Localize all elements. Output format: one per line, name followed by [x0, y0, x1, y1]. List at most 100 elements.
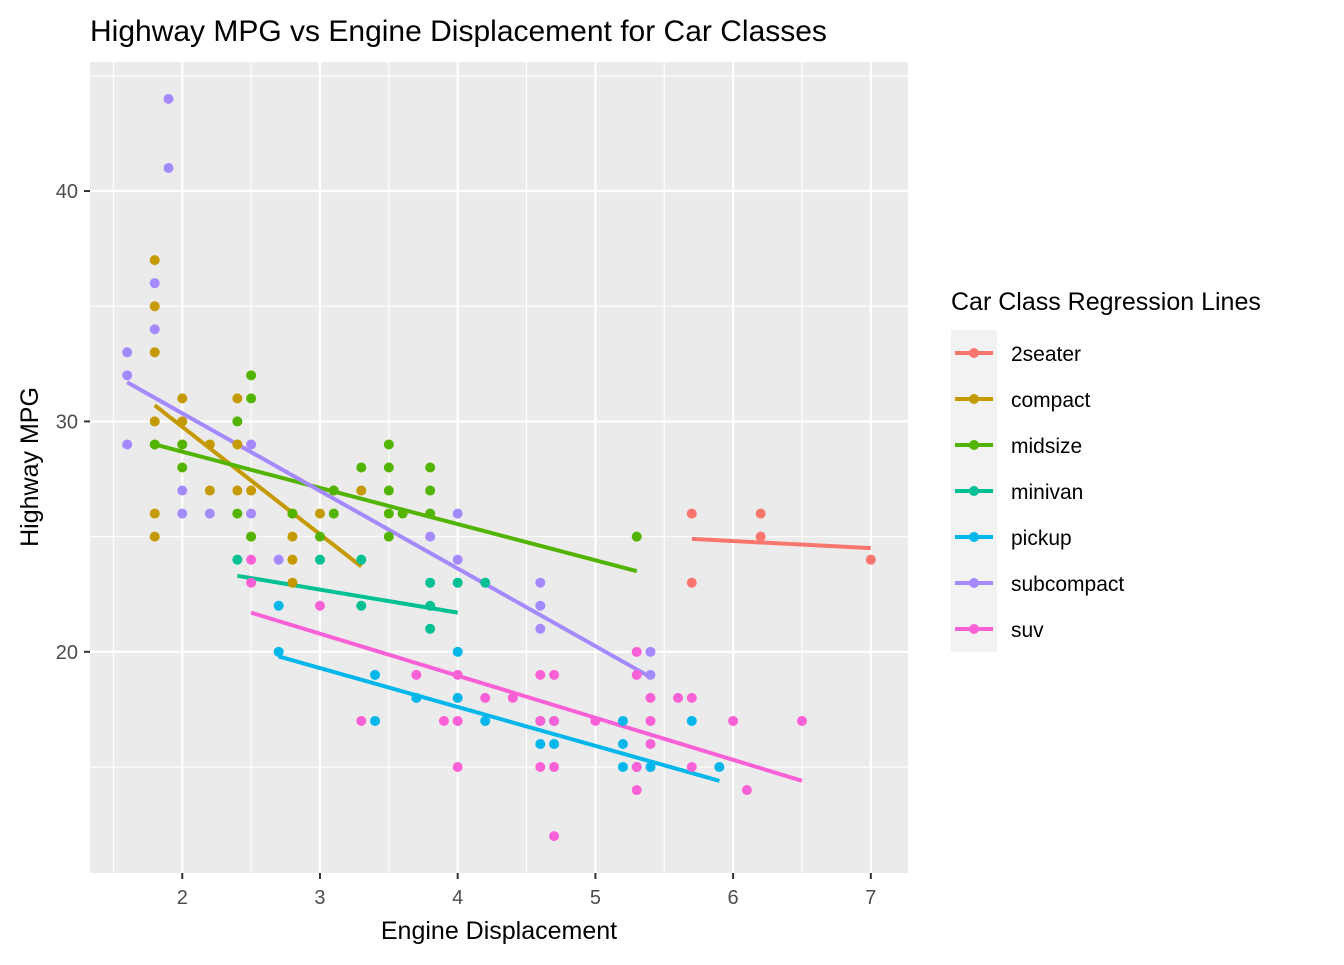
data-point-subcompact [177, 508, 188, 519]
data-point-subcompact [425, 531, 436, 542]
data-point-midsize [425, 485, 436, 496]
legend-items: 2seater compact midsize minivan pickup subcom… [955, 343, 1124, 642]
legend-key-point [969, 348, 979, 358]
data-point-compact [287, 577, 298, 588]
data-point-compact [232, 393, 243, 404]
data-point-compact [149, 508, 160, 519]
data-point-suv [535, 669, 546, 680]
regression-line-midsize [154, 442, 638, 574]
data-point-compact [204, 485, 215, 496]
data-point-pickup [370, 715, 381, 726]
data-point-suv [549, 669, 560, 680]
data-point-pickup [617, 762, 628, 773]
data-points [122, 93, 876, 842]
data-point-minivan [452, 577, 463, 588]
data-point-2seater [755, 531, 766, 542]
x-axis-title: Engine Displacement [381, 917, 617, 945]
data-point-suv [411, 669, 422, 680]
data-point-suv [480, 692, 491, 703]
data-point-midsize [328, 485, 339, 496]
data-point-midsize [383, 531, 394, 542]
data-point-minivan [425, 600, 436, 611]
regression-line-compact [153, 403, 363, 569]
data-point-midsize [246, 393, 257, 404]
data-point-compact [149, 531, 160, 542]
data-point-suv [645, 715, 656, 726]
data-point-pickup [452, 646, 463, 657]
regression-lines [126, 380, 871, 783]
data-point-minivan [314, 554, 325, 565]
data-point-suv [535, 762, 546, 773]
data-point-suv [796, 715, 807, 726]
data-point-pickup [645, 762, 656, 773]
data-point-2seater [686, 508, 697, 519]
x-tick-label: 5 [590, 887, 601, 909]
data-point-suv [631, 669, 642, 680]
data-point-subcompact [246, 439, 257, 450]
regression-line-pickup [278, 654, 720, 783]
y-tick-label: 40 [56, 181, 78, 203]
data-point-minivan [232, 554, 243, 565]
data-point-compact [246, 485, 257, 496]
data-point-suv [452, 762, 463, 773]
data-point-pickup [370, 669, 381, 680]
data-point-subcompact [246, 508, 257, 519]
data-point-2seater [755, 508, 766, 519]
data-point-minivan [425, 623, 436, 634]
legend-key-point [969, 624, 979, 634]
data-point-subcompact [645, 669, 656, 680]
data-point-pickup [714, 762, 725, 773]
legend-key-point [969, 486, 979, 496]
data-point-suv [645, 692, 656, 703]
data-point-compact [149, 416, 160, 427]
data-point-midsize [383, 485, 394, 496]
data-point-suv [549, 715, 560, 726]
data-point-midsize [425, 462, 436, 473]
data-point-compact [314, 508, 325, 519]
data-point-subcompact [149, 324, 160, 335]
data-point-minivan [425, 577, 436, 588]
data-point-suv [507, 692, 518, 703]
data-point-suv [246, 554, 257, 565]
data-point-compact [149, 301, 160, 312]
data-point-midsize [232, 416, 243, 427]
data-point-suv [549, 762, 560, 773]
data-point-suv [452, 669, 463, 680]
data-point-midsize [383, 462, 394, 473]
data-point-subcompact [535, 600, 546, 611]
legend-key-point [969, 394, 979, 404]
data-point-minivan [480, 577, 491, 588]
data-point-midsize [397, 508, 408, 519]
data-point-compact [356, 485, 367, 496]
data-point-suv [246, 577, 257, 588]
x-tick-label: 2 [177, 887, 188, 909]
data-point-subcompact [177, 485, 188, 496]
data-point-pickup [452, 692, 463, 703]
data-point-subcompact [122, 439, 133, 450]
data-point-subcompact [122, 370, 133, 381]
data-point-subcompact [535, 623, 546, 634]
data-point-compact [177, 416, 188, 427]
data-point-minivan [356, 554, 367, 565]
data-point-2seater [686, 577, 697, 588]
data-point-suv [452, 715, 463, 726]
data-point-midsize [177, 462, 188, 473]
data-point-suv [631, 646, 642, 657]
legend-key-point [969, 440, 979, 450]
y-tick-label: 30 [56, 411, 78, 433]
data-point-subcompact [535, 577, 546, 588]
data-point-suv [728, 715, 739, 726]
x-tick-label: 7 [865, 887, 876, 909]
legend-label-compact: compact [1011, 389, 1091, 412]
data-point-midsize [232, 508, 243, 519]
legend-label-2seater: 2seater [1011, 343, 1081, 366]
data-point-pickup [686, 715, 697, 726]
regression-line-subcompact [126, 380, 652, 679]
data-point-midsize [314, 531, 325, 542]
chart-title: Highway MPG vs Engine Displacement for C… [90, 15, 827, 48]
data-point-midsize [383, 508, 394, 519]
data-point-midsize [246, 370, 257, 381]
data-point-suv [741, 785, 752, 796]
